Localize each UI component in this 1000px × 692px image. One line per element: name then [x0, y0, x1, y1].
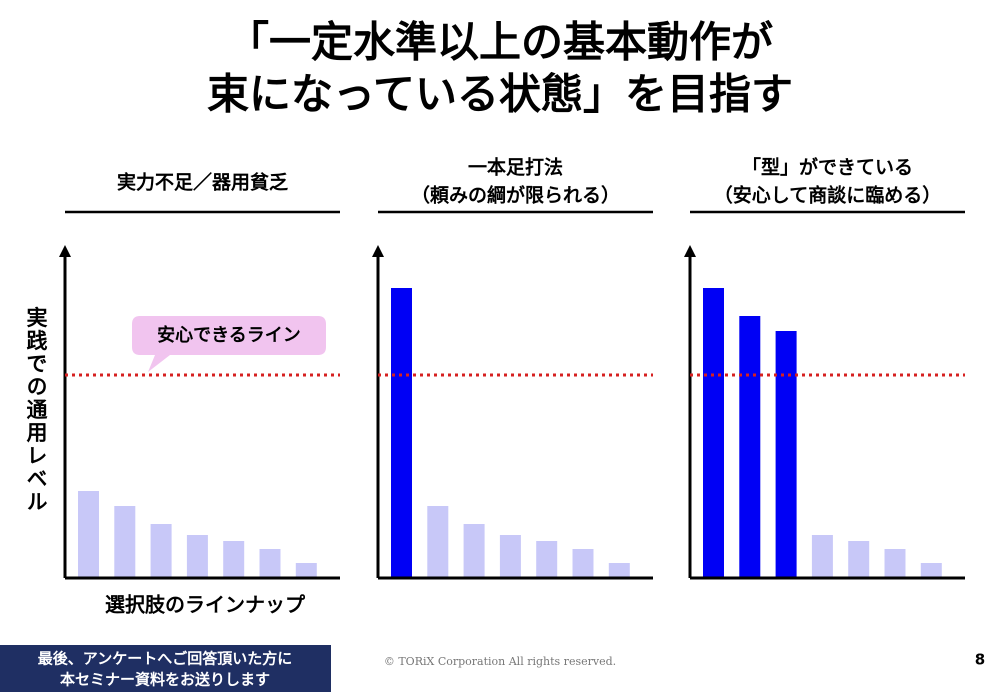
banner	[0, 645, 331, 692]
slide-title: 「一定水準以上の基本動作が	[227, 18, 773, 67]
bar	[848, 541, 870, 578]
bar	[536, 541, 558, 578]
bar	[920, 563, 942, 578]
chart-title: 「型」ができている	[742, 156, 913, 179]
bar	[259, 549, 281, 578]
axis-arrow	[372, 245, 384, 257]
copyright: © TORiX Corporation All rights reserved.	[384, 655, 616, 668]
chart-title: （安心して商談に臨める）	[714, 184, 941, 207]
bar	[391, 288, 412, 578]
bar	[739, 316, 761, 578]
bar	[186, 535, 208, 578]
chart-title: （頼みの綱が限られる）	[411, 184, 620, 207]
bar	[608, 563, 630, 578]
bar	[427, 506, 449, 578]
bar	[572, 549, 594, 578]
slide-title: 束になっている状態」を目指す	[207, 70, 793, 119]
bar	[223, 541, 245, 578]
bar	[703, 288, 724, 578]
bar	[78, 491, 99, 578]
page-number: 8	[975, 651, 985, 669]
bar	[775, 331, 797, 578]
x-axis-label: 選択肢のラインナップ	[105, 593, 306, 617]
y-axis-label: 実践での通用レベル	[24, 306, 48, 514]
bar	[114, 506, 136, 578]
chart-title: 実力不足／器用貧乏	[117, 171, 288, 194]
axis-arrow	[684, 245, 696, 257]
bar	[884, 549, 906, 578]
bar	[811, 535, 833, 578]
bar	[463, 524, 485, 578]
bar	[150, 524, 172, 578]
banner-text: 最後、アンケートへご回答頂いた方に	[38, 650, 292, 668]
axis-arrow	[59, 245, 71, 257]
bar	[499, 535, 521, 578]
callout-label: 安心できるライン	[157, 324, 301, 346]
chart-title: 一本足打法	[468, 156, 563, 179]
banner-text: 本セミナー資料をお送りします	[60, 671, 270, 689]
bar	[295, 563, 317, 578]
callout	[132, 316, 326, 372]
